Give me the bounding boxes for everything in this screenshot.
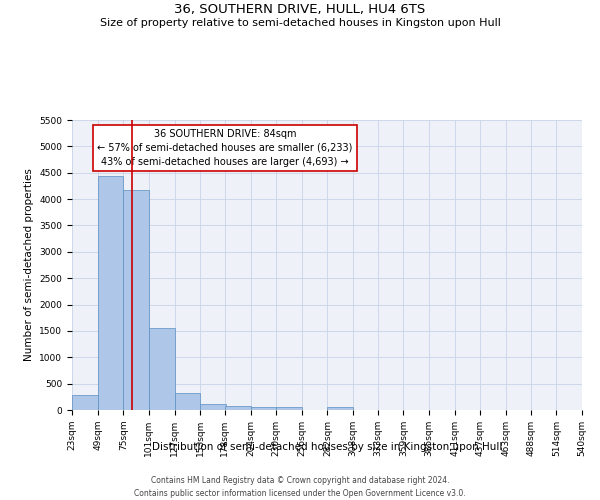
Text: Size of property relative to semi-detached houses in Kingston upon Hull: Size of property relative to semi-detach…: [100, 18, 500, 28]
Bar: [123, 190, 149, 410]
Bar: [72, 395, 98, 410]
Text: Distribution of semi-detached houses by size in Kingston upon Hull: Distribution of semi-detached houses by …: [152, 442, 502, 452]
Text: 36 SOUTHERN DRIVE: 84sqm
← 57% of semi-detached houses are smaller (6,233)
43% o: 36 SOUTHERN DRIVE: 84sqm ← 57% of semi-d…: [97, 128, 353, 166]
Bar: [328, 406, 353, 410]
Bar: [200, 404, 226, 410]
Bar: [98, 176, 123, 410]
Bar: [251, 406, 276, 410]
Bar: [149, 328, 175, 410]
Text: Contains HM Land Registry data © Crown copyright and database right 2024.
Contai: Contains HM Land Registry data © Crown c…: [134, 476, 466, 498]
Bar: [276, 407, 302, 410]
Y-axis label: Number of semi-detached properties: Number of semi-detached properties: [24, 168, 34, 362]
Text: 36, SOUTHERN DRIVE, HULL, HU4 6TS: 36, SOUTHERN DRIVE, HULL, HU4 6TS: [175, 2, 425, 16]
Bar: [175, 393, 200, 410]
Bar: [225, 406, 251, 410]
